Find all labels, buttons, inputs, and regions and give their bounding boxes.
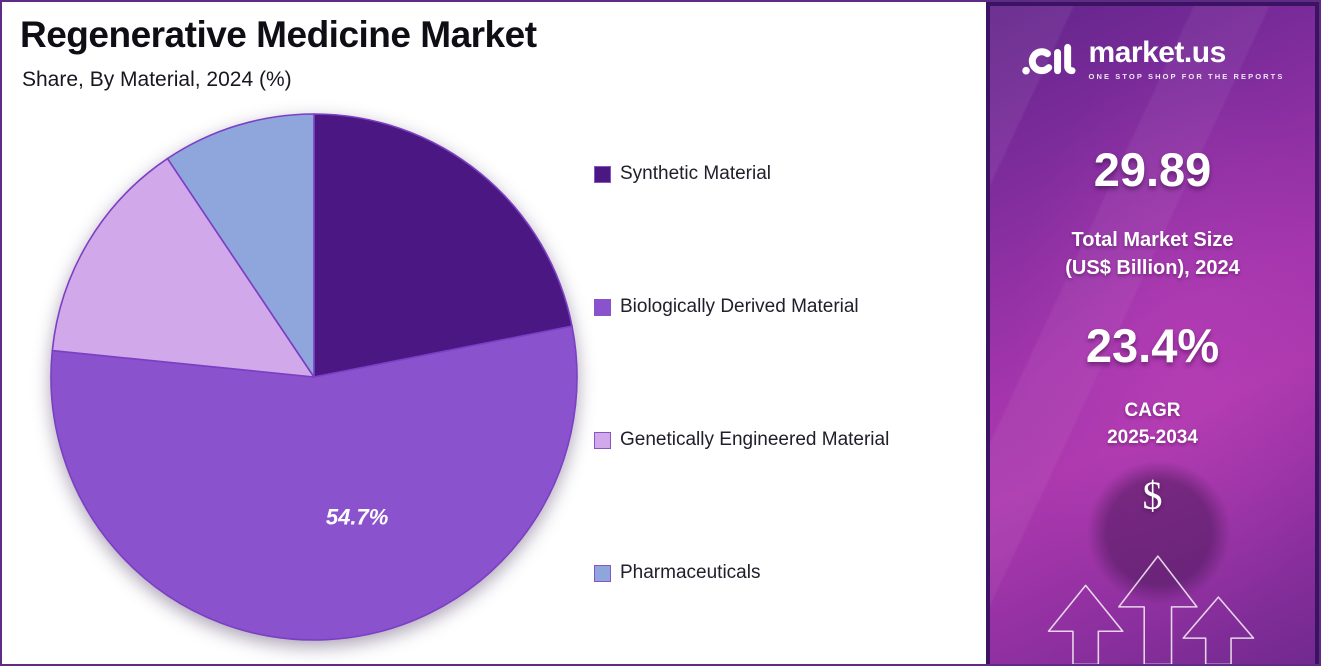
page-subtitle: Share, By Material, 2024 (%) <box>22 68 292 91</box>
pie-slice-pharmaceuticals <box>166 113 315 378</box>
legend-item-genetically-engineered-material: Genetically Engineered Material <box>594 429 990 450</box>
pie-chart: 54.7% <box>50 113 578 641</box>
cagr-value: 23.4% <box>1085 319 1220 372</box>
pie-slice-biologically-derived-material <box>50 325 578 641</box>
legend-swatch-biologically-derived-material <box>594 298 611 316</box>
cagr-label-line2: 2025-2034 <box>1107 426 1198 448</box>
pie-data-label-biologically-derived-material: 54.7% <box>326 505 388 530</box>
legend-label-genetically-engineered-material: Genetically Engineered Material <box>620 429 890 450</box>
legend-item-synthetic-material: Synthetic Material <box>594 163 990 184</box>
brand-tagline: ONE STOP SHOP FOR THE REPORTS <box>1088 72 1285 81</box>
legend-swatch-pharmaceuticals <box>594 564 611 582</box>
legend-label-biologically-derived-material: Biologically Derived Material <box>620 296 859 317</box>
market-us-logo-icon <box>1021 43 1076 74</box>
legend-item-pharmaceuticals: Pharmaceuticals <box>594 562 990 583</box>
brand-logo: market.us ONE STOP SHOP FOR THE REPORTS <box>990 38 1315 81</box>
pie-slice-genetically-engineered-material <box>51 157 315 378</box>
legend: Synthetic Material Biologically Derived M… <box>594 163 990 583</box>
pie-slice-synthetic-material <box>313 113 573 378</box>
market-size-label: Total Market Size (US$ Billion), 2024 <box>990 226 1315 282</box>
market-size-label-line2: (US$ Billion), 2024 <box>1065 257 1240 279</box>
page-title: Regenerative Medicine Market <box>20 14 537 55</box>
market-size-label-line1: Total Market Size <box>1071 229 1234 251</box>
market-size-value: 29.89 <box>1093 143 1212 196</box>
cagr-label-line1: CAGR <box>1124 400 1181 421</box>
brand-name: market.us <box>1088 36 1227 69</box>
cagr-label: CAGR 2025-2034 <box>990 398 1315 451</box>
legend-swatch-genetically-engineered-material <box>594 431 611 449</box>
growth-arrows-icon <box>1047 555 1255 664</box>
dollar-sign: $ <box>1142 473 1163 518</box>
legend-label-pharmaceuticals: Pharmaceuticals <box>620 562 761 583</box>
legend-item-biologically-derived-material: Biologically Derived Material <box>594 296 990 317</box>
legend-label-synthetic-material: Synthetic Material <box>620 163 772 184</box>
legend-swatch-synthetic-material <box>594 165 611 183</box>
sidebar: market.us ONE STOP SHOP FOR THE REPORTS … <box>986 2 1319 664</box>
